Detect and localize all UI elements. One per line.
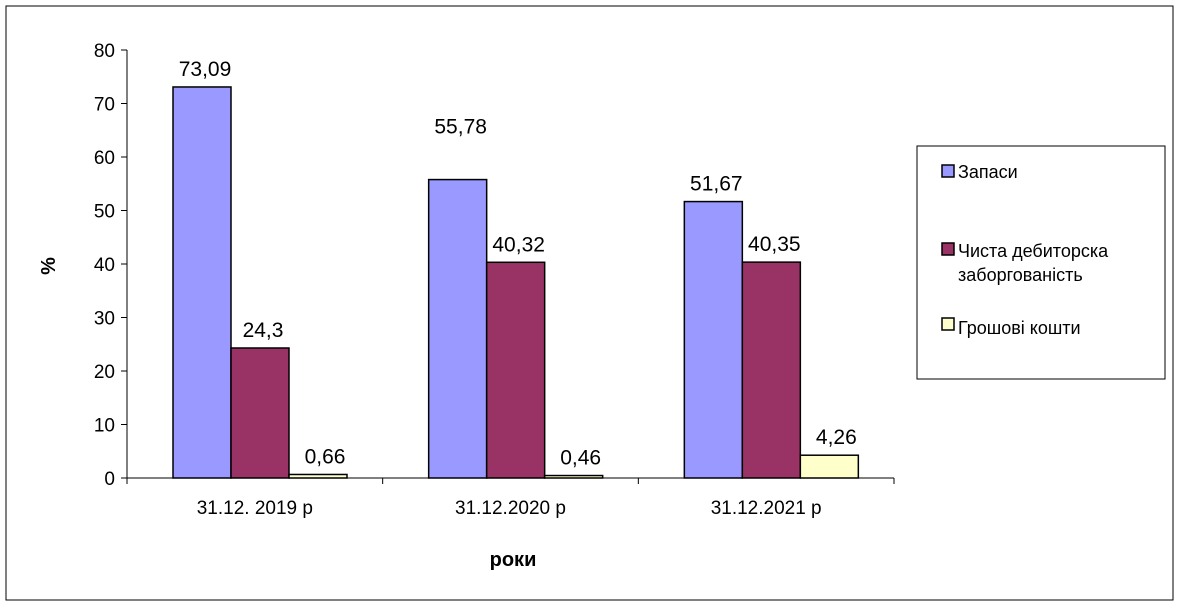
- data-label: 51,67: [690, 173, 743, 196]
- data-label: 4,26: [816, 426, 857, 449]
- y-tick-label: 80: [94, 41, 115, 62]
- y-tick-label: 70: [94, 95, 115, 116]
- x-tick-label: 31.12.2021 р: [711, 498, 822, 519]
- bar: [230, 347, 290, 479]
- x-tick-label: 31.12. 2019 р: [197, 498, 313, 519]
- legend-label: Чиста дебиторска: [958, 241, 1109, 261]
- bar: [288, 473, 348, 479]
- legend-box: [916, 145, 1166, 380]
- legend-label: Грошові кошти: [958, 318, 1081, 338]
- x-axis-title: роки: [490, 549, 537, 571]
- data-label: 24,3: [243, 319, 284, 342]
- y-tick-label: 40: [94, 255, 115, 276]
- y-tick-label: 30: [94, 309, 115, 330]
- data-label: 0,46: [560, 447, 601, 470]
- legend-label: Запаси: [958, 162, 1018, 182]
- legend: Запаси Чиста дебиторска заборгованість Гро…: [916, 145, 1166, 380]
- bar: [543, 474, 604, 479]
- legend-label: заборгованість: [958, 265, 1083, 285]
- data-label: 73,09: [179, 58, 232, 81]
- y-tick-label: 50: [94, 202, 115, 223]
- bar: [741, 261, 802, 479]
- legend-swatch: [941, 317, 955, 331]
- data-label: 40,35: [748, 233, 801, 256]
- legend-swatch: [941, 164, 955, 178]
- y-tick-label: 0: [104, 469, 115, 490]
- bars: [172, 86, 860, 479]
- x-tick-label: 31.12.2020 р: [455, 498, 566, 519]
- y-tick-label: 10: [94, 416, 115, 437]
- y-axis: 0 10 20 30 40 50 60 70 80: [94, 41, 128, 490]
- data-label: 40,32: [492, 233, 545, 256]
- bar: [427, 178, 488, 479]
- data-label: 0,66: [305, 445, 346, 468]
- data-labels: 73,09 55,78 51,67 24,3 40,32 40,35 0,66 0,46 4,2…: [179, 58, 857, 470]
- data-label: 55,78: [434, 116, 487, 139]
- bar: [799, 454, 860, 479]
- legend-swatch: [941, 242, 955, 256]
- bar: [683, 200, 744, 479]
- y-tick-label: 60: [94, 148, 115, 169]
- y-axis-title: %: [38, 257, 60, 275]
- bar: [172, 86, 232, 479]
- bar: [485, 261, 546, 479]
- y-tick-label: 20: [94, 362, 115, 383]
